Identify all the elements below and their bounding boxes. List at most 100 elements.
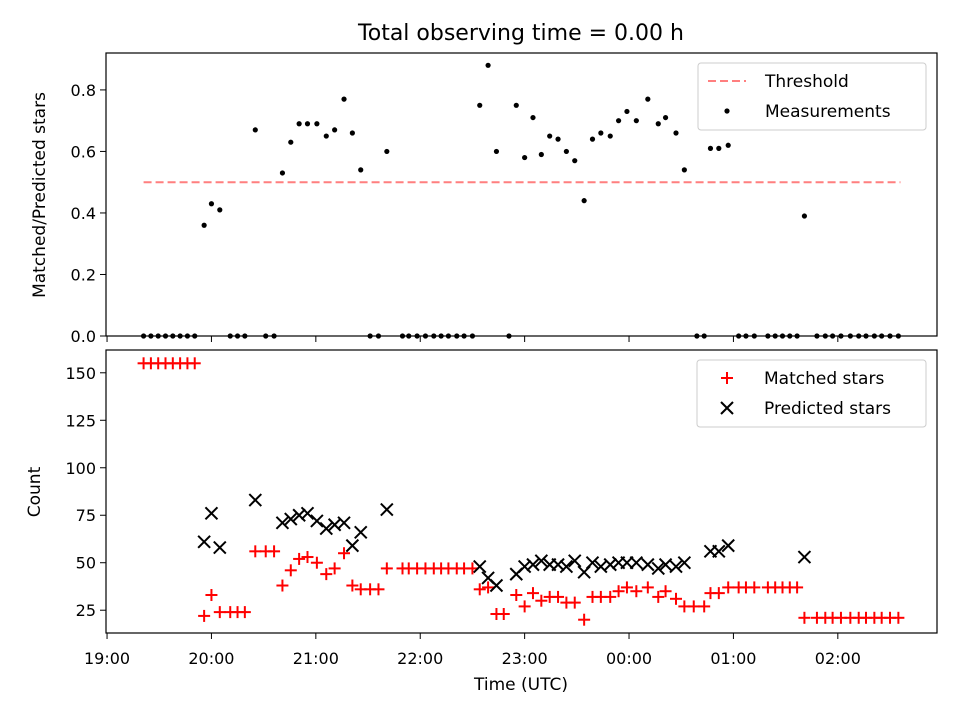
measurement-point — [716, 145, 722, 151]
count-legend-box — [696, 359, 927, 428]
ratio-y-tick-label: 0.0 — [71, 327, 96, 346]
measurement-point — [707, 145, 714, 151]
matched-star-point — [268, 545, 281, 558]
predicted-star-point — [354, 525, 368, 540]
matched-star-point — [791, 581, 804, 594]
measurement-point — [607, 133, 613, 139]
measurements-legend-label: Measurements — [765, 102, 891, 122]
threshold-legend-label: Threshold — [764, 72, 849, 92]
matched-star-point — [238, 606, 251, 619]
predicted-star-point — [489, 578, 504, 593]
predicted-star-point — [275, 516, 290, 530]
matched-star-point — [712, 587, 725, 600]
matched-star-point — [892, 611, 905, 624]
predicted-star-point — [585, 556, 600, 570]
count-legend: Matched stars Predicted stars — [696, 359, 927, 428]
measurement-point — [252, 127, 258, 133]
x-axis-label: Time (UTC) — [473, 675, 568, 695]
matched-legend-marker — [721, 372, 733, 384]
predicted-star-point — [337, 516, 351, 530]
matched-star-point — [497, 608, 510, 621]
predicted-star-point — [677, 556, 692, 570]
matched-star-point — [798, 611, 811, 624]
measurement-point — [547, 133, 553, 139]
matched-star-point — [604, 590, 617, 603]
matched-star-point — [380, 562, 393, 575]
measurement-point — [513, 102, 519, 108]
predicted-star-point — [712, 544, 726, 559]
matched-star-point — [630, 585, 643, 598]
matched-star-point — [198, 609, 211, 622]
matched-star-point — [276, 579, 289, 592]
matched-star-point — [612, 585, 625, 598]
matched-star-point — [620, 581, 633, 594]
measurement-point — [645, 96, 651, 102]
matched-star-point — [249, 545, 262, 558]
measurement-point — [538, 151, 544, 158]
ratio-y-tick-label: 0.4 — [71, 204, 96, 223]
predicted-star-point — [345, 538, 360, 553]
predicted-star-point — [248, 493, 262, 507]
ratio-y-axis-label: Matched/Predicted stars — [30, 92, 50, 298]
predicted-star-point — [603, 557, 617, 572]
matched-star-point — [552, 590, 565, 603]
measurement-point — [493, 148, 500, 155]
measurement-point — [681, 167, 687, 173]
measurement-point — [349, 130, 355, 136]
measurement-point — [655, 121, 661, 127]
measurement-point — [279, 170, 286, 176]
ratio-panel: 0.00.20.40.60.8 Matched/Predicted stars … — [30, 52, 938, 346]
predicted-star-point — [797, 550, 812, 564]
matched-star-point — [188, 357, 201, 370]
measurement-point — [332, 127, 338, 133]
measurement-point — [801, 213, 808, 219]
measurement-point — [530, 114, 536, 121]
matched-star-point — [301, 551, 314, 564]
matched-star-point — [568, 596, 581, 609]
predicted-star-point — [319, 521, 333, 536]
matched-star-point — [652, 590, 665, 603]
measurement-point — [485, 62, 491, 68]
predicted-star-point — [213, 540, 227, 555]
measurement-point — [217, 207, 223, 213]
matched-star-point — [328, 562, 341, 575]
matched-star-point — [535, 594, 548, 607]
count-y-tick-label: 150 — [65, 364, 96, 383]
ratio-y-axis: 0.0 0.2 0.4 0.6 0.8 — [71, 81, 106, 346]
predicted-star-point — [568, 554, 582, 568]
predicted-legend-marker — [720, 401, 734, 415]
ratio-y-tick-label: 0.6 — [71, 142, 96, 161]
matched-star-point — [510, 589, 523, 602]
count-panel: 25 50 75 100 125 150 19:00 20:00 21:00 22:00 23:0… — [25, 349, 938, 695]
measurement-point — [563, 148, 569, 155]
measurement-point — [589, 136, 596, 142]
ratio-legend: Threshold Measurements — [697, 62, 927, 131]
matched-star-point — [213, 606, 226, 619]
predicted-star-point — [669, 559, 683, 574]
matched-star-point — [748, 581, 761, 594]
matched-star-point — [482, 581, 495, 594]
ratio-y-tick-label: 0.2 — [71, 265, 96, 284]
matched-star-point — [670, 592, 683, 605]
matched-star-point — [284, 564, 297, 577]
matched-star-point — [372, 583, 385, 596]
count-x-tick-label: 00:00 — [606, 649, 652, 668]
measurement-point — [615, 118, 622, 124]
ratio-panel-frame — [105, 52, 938, 337]
measurement-point — [624, 108, 630, 115]
matched-star-point — [473, 583, 486, 596]
predicted-star-point — [310, 514, 324, 528]
count-x-tick-label: 20:00 — [188, 649, 234, 668]
predicted-star-point — [559, 559, 574, 574]
matched-star-point — [659, 585, 672, 598]
ratio-x-tick-marks — [106, 336, 839, 342]
measurement-point — [633, 118, 639, 124]
predicted-star-point — [721, 538, 735, 553]
measurement-point — [208, 201, 215, 207]
chart-title: Total observing time = 0.00 h — [357, 21, 684, 46]
predicted-star-point — [658, 557, 673, 572]
count-y-tick-label: 75 — [76, 506, 96, 525]
predicted-star-point — [534, 554, 549, 568]
predicted-star-point — [204, 506, 219, 521]
